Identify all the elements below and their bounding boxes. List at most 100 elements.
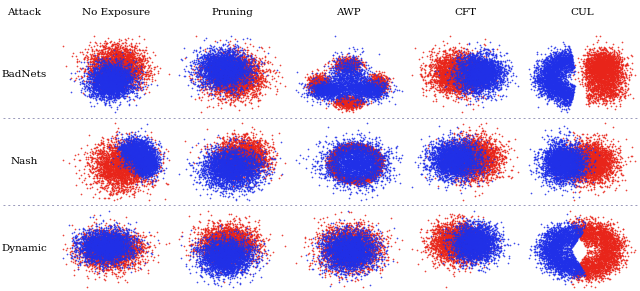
Point (324, 249, 335, 253)
Point (102, 244, 113, 249)
Point (462, 248, 472, 252)
Point (112, 249, 122, 253)
Point (215, 250, 225, 255)
Point (466, 241, 476, 246)
Point (114, 258, 124, 262)
Point (470, 141, 481, 145)
Point (470, 237, 480, 242)
Point (575, 173, 586, 178)
Point (200, 228, 210, 233)
Point (559, 79, 569, 83)
Point (568, 253, 578, 258)
Point (217, 157, 227, 162)
Point (598, 167, 609, 171)
Point (351, 159, 362, 163)
Point (452, 88, 462, 93)
Point (598, 74, 609, 79)
Point (216, 160, 227, 165)
Point (444, 70, 454, 74)
Point (216, 241, 226, 245)
Point (460, 155, 470, 159)
Point (552, 170, 563, 175)
Point (322, 93, 332, 98)
Point (611, 54, 621, 59)
Point (113, 249, 123, 254)
Point (551, 234, 561, 238)
Point (553, 264, 563, 269)
Point (210, 79, 220, 84)
Point (204, 251, 214, 255)
Point (476, 81, 486, 85)
Point (554, 80, 564, 85)
Point (141, 162, 152, 167)
Point (92, 75, 102, 80)
Point (252, 76, 262, 81)
Point (238, 139, 248, 143)
Point (468, 170, 479, 175)
Point (353, 88, 364, 93)
Point (435, 83, 445, 88)
Point (450, 227, 460, 231)
Point (218, 163, 228, 168)
Point (595, 80, 605, 85)
Point (463, 58, 474, 63)
Point (490, 160, 500, 164)
Point (207, 74, 218, 78)
Point (612, 244, 622, 248)
Point (124, 254, 134, 259)
Point (243, 72, 253, 76)
Point (579, 227, 589, 232)
Point (104, 238, 115, 243)
Point (543, 158, 554, 163)
Point (247, 87, 257, 92)
Point (335, 170, 345, 175)
Point (363, 78, 373, 83)
Point (231, 260, 241, 264)
Point (564, 161, 575, 165)
Point (204, 250, 214, 255)
Point (83, 77, 93, 81)
Point (564, 160, 575, 164)
Point (460, 88, 470, 93)
Point (590, 258, 600, 262)
Point (143, 174, 154, 179)
Point (452, 164, 462, 169)
Point (620, 260, 630, 265)
Point (482, 177, 492, 182)
Point (338, 76, 348, 81)
Point (235, 236, 245, 241)
Point (106, 73, 116, 77)
Point (204, 272, 214, 276)
Point (113, 62, 123, 67)
Point (603, 57, 613, 62)
Point (224, 270, 234, 274)
Point (186, 93, 196, 98)
Point (245, 159, 255, 164)
Point (336, 155, 346, 159)
Point (364, 87, 374, 91)
Point (454, 81, 464, 85)
Point (458, 243, 468, 248)
Point (569, 225, 579, 229)
Point (574, 166, 584, 171)
Point (104, 39, 115, 44)
Point (124, 254, 134, 259)
Point (580, 156, 591, 160)
Point (115, 70, 125, 75)
Point (225, 62, 236, 67)
Point (214, 152, 225, 157)
Point (589, 182, 599, 186)
Point (363, 78, 373, 82)
Point (541, 250, 552, 254)
Point (234, 176, 244, 181)
Point (117, 58, 127, 63)
Point (150, 158, 160, 163)
Point (112, 246, 122, 251)
Point (236, 158, 246, 163)
Point (548, 168, 559, 173)
Point (230, 159, 241, 164)
Point (136, 244, 146, 249)
Point (218, 63, 228, 68)
Point (532, 81, 543, 85)
Point (106, 84, 116, 88)
